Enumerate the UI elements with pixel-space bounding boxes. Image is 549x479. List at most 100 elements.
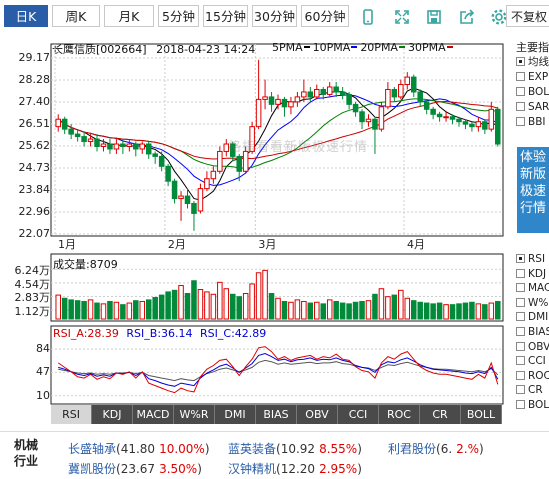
indicator-tab-1[interactable]: KDJ: [92, 405, 133, 424]
checkbox-icon[interactable]: [516, 370, 525, 380]
industry-bar: 机械 行业 长盛轴承(41.80 10.00%) 蓝英装备(10.92 8.55%) 利…: [0, 431, 549, 479]
sub-indicator-option[interactable]: CCI: [516, 354, 549, 369]
industry-stock[interactable]: 冀凯股份(23.67 3.50%): [68, 460, 202, 477]
checkbox-icon[interactable]: [516, 87, 525, 96]
stock-name[interactable]: 蓝英装备: [228, 442, 277, 456]
kline-chart[interactable]: 1月 2月 3月 4月: [0, 0, 549, 431]
stock-name[interactable]: 汉钟精机: [228, 462, 277, 476]
volume-bar: [100, 303, 107, 320]
sub-indicator-option[interactable]: OBV: [516, 340, 549, 355]
stock-name[interactable]: 冀凯股份: [68, 462, 117, 476]
candle-body: [410, 76, 417, 93]
volume-bar: [372, 293, 378, 320]
checkbox-icon[interactable]: [516, 341, 525, 351]
industry-stock[interactable]: 长盛轴承(41.80 10.00%): [68, 440, 210, 457]
sub-indicator-option[interactable]: KDJ: [516, 267, 549, 282]
volume-bar: [417, 301, 423, 320]
volume-bar: [55, 294, 61, 320]
indicator-tab-10[interactable]: BOLL: [461, 405, 502, 424]
panel-frame: [50, 325, 504, 405]
indicator-tab-5[interactable]: BIAS: [256, 405, 297, 424]
indicator-tab-9[interactable]: CR: [420, 405, 461, 424]
main-indicator-option[interactable]: SAR: [516, 100, 549, 115]
stock-paren: ): [479, 442, 484, 456]
tab-period-2[interactable]: 月K: [104, 5, 154, 27]
checkbox-icon[interactable]: [516, 102, 525, 111]
indicator-tab-2[interactable]: MACD: [133, 405, 174, 424]
industry-stock[interactable]: 利君股份(6. 2.%): [388, 440, 484, 457]
candle-body: [436, 113, 443, 118]
checkbox-icon[interactable]: [516, 326, 525, 336]
fullscreen-icon[interactable]: [392, 7, 412, 27]
checkbox-icon[interactable]: [516, 57, 525, 66]
sub-indicator-option[interactable]: BIAS: [516, 325, 549, 340]
main-indicator-option[interactable]: 均线: [516, 55, 549, 70]
volume-bar: [365, 300, 372, 320]
volume-bar: [229, 293, 236, 320]
indicator-tab-7[interactable]: CCI: [338, 405, 379, 424]
candle-body: [488, 108, 495, 130]
checkbox-icon[interactable]: [516, 385, 525, 395]
tab-period-5[interactable]: 30分钟: [252, 5, 297, 27]
month-label: 4月: [407, 238, 425, 251]
sub-indicator-option[interactable]: CR: [516, 383, 549, 398]
volume-bar: [456, 303, 462, 320]
candle-body: [456, 118, 462, 123]
tab-period-6[interactable]: 60分钟: [301, 5, 349, 27]
volume-bar: [133, 300, 139, 320]
rsi-c-line: [58, 359, 499, 382]
option-label: RSI: [528, 253, 546, 265]
main-indicator-option[interactable]: BOLL: [516, 85, 549, 100]
new-version-promo[interactable]: 体验 新版 极速 行情: [517, 147, 549, 233]
candle-body: [268, 96, 275, 105]
candle-body: [482, 121, 488, 130]
checkbox-icon[interactable]: [516, 356, 525, 366]
checkbox-icon[interactable]: [516, 72, 525, 81]
checkbox-icon[interactable]: [516, 297, 525, 307]
volume-tick: 6.24万: [14, 264, 51, 278]
promo-line: 行情: [519, 201, 546, 216]
sub-indicator-option[interactable]: RSI: [516, 252, 549, 267]
sub-indicator-option[interactable]: MACD: [516, 281, 549, 296]
candle-body: [133, 143, 139, 150]
indicator-tab-3[interactable]: W%R: [174, 405, 215, 424]
tab-period-4[interactable]: 15分钟: [203, 5, 248, 27]
sub-indicator-option[interactable]: ROC: [516, 369, 549, 384]
settings-icon[interactable]: [489, 7, 509, 27]
stock-name: 长鹰信质[002664]: [52, 43, 147, 56]
sub-indicator-option[interactable]: BOLL: [516, 398, 549, 413]
stock-name[interactable]: 长盛轴承: [68, 442, 117, 456]
candle-body: [307, 91, 314, 98]
checkbox-icon[interactable]: [516, 117, 525, 126]
candle-body: [417, 91, 423, 103]
main-indicator-option[interactable]: EXPMA: [516, 70, 549, 85]
industry-stock[interactable]: 蓝英装备(10.92 8.55%): [228, 440, 362, 457]
stock-name[interactable]: 利君股份: [388, 442, 437, 456]
candle-body: [249, 126, 255, 152]
volume-bar: [152, 296, 158, 320]
main-indicator-option[interactable]: BBI: [516, 115, 549, 130]
tab-period-0[interactable]: 日K: [4, 5, 48, 27]
checkbox-icon[interactable]: [516, 399, 525, 409]
save-icon[interactable]: [424, 7, 444, 27]
industry-stock[interactable]: 汉钟精机(12.20 2.95%): [228, 460, 362, 477]
sub-indicator-option[interactable]: W%R: [516, 296, 549, 311]
candle-body: [120, 143, 126, 147]
adjust-select[interactable]: 不复权: [506, 5, 549, 27]
indicator-tab-0[interactable]: RSI: [51, 405, 92, 424]
indicator-tab-8[interactable]: ROC: [379, 405, 420, 424]
checkbox-icon[interactable]: [516, 283, 525, 293]
checkbox-icon[interactable]: [516, 312, 525, 322]
sub-indicator-option[interactable]: DMI: [516, 310, 549, 325]
share-icon[interactable]: [457, 7, 477, 27]
mobile-icon[interactable]: [358, 7, 378, 27]
indicator-tab-4[interactable]: DMI: [215, 405, 256, 424]
candle-body: [165, 165, 171, 182]
tab-period-1[interactable]: 周K: [52, 5, 100, 27]
indicator-tab-6[interactable]: OBV: [297, 405, 338, 424]
volume-bar: [191, 280, 197, 320]
tab-period-3[interactable]: 5分钟: [158, 5, 199, 27]
checkbox-icon[interactable]: [516, 254, 525, 263]
option-label: W%R: [528, 296, 549, 309]
checkbox-icon[interactable]: [516, 268, 525, 278]
